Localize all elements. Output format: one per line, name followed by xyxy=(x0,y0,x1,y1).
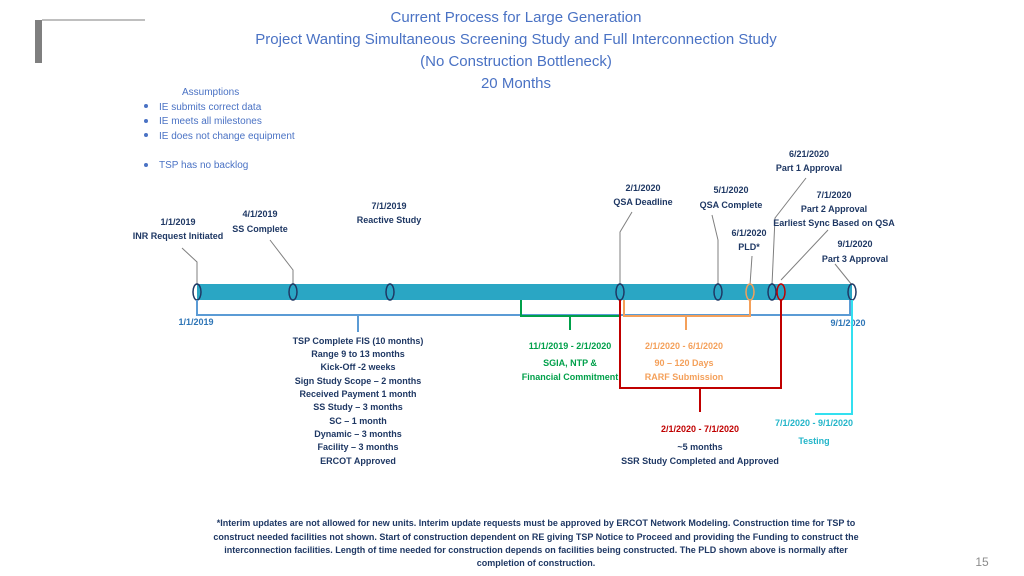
phase-range: 7/1/2020 - 9/1/2020 xyxy=(775,418,853,428)
footnote-line: completion of construction. xyxy=(477,558,596,568)
assumption: IE does not change equipment xyxy=(159,131,295,142)
timeline-pipe xyxy=(197,284,852,300)
milestone-label: PLD* xyxy=(738,242,760,252)
footnote-line: *Interim updates are not allowed for new… xyxy=(217,518,856,528)
footnote: *Interim updates are not allowed for new… xyxy=(213,518,858,568)
phase-line: Kick-Off -2 weeks xyxy=(320,362,395,372)
milestone-date: 6/21/2020 xyxy=(789,149,829,159)
milestone-label: QSA Complete xyxy=(700,200,763,210)
phase-line: Facility – 3 months xyxy=(317,442,398,452)
milestones: 1/1/2019 INR Request Initiated 4/1/2019 … xyxy=(133,149,896,264)
milestone-date: 2/1/2020 xyxy=(625,183,660,193)
footnote-line: interconnection facilities. Length of ti… xyxy=(224,545,848,555)
footnote-line: construct needed facilities not shown. S… xyxy=(213,532,858,542)
phase-line: Sign Study Scope – 2 months xyxy=(295,376,422,386)
phase-line: SC – 1 month xyxy=(329,416,387,426)
milestone-date: 7/1/2019 xyxy=(371,201,406,211)
timeline-markers xyxy=(192,283,857,301)
phase-line: Received Payment 1 month xyxy=(299,389,416,399)
milestone-date: 1/1/2019 xyxy=(160,217,195,227)
milestone-label: Part 1 Approval xyxy=(776,163,842,173)
phase-line: SS Study – 3 months xyxy=(313,402,403,412)
milestone-date: 7/1/2020 xyxy=(816,190,851,200)
phase-range: 11/1/2019 - 2/1/2020 xyxy=(529,341,612,351)
phase-line: SSR Study Completed and Approved xyxy=(621,456,779,466)
milestone-note: Earliest Sync Based on QSA xyxy=(773,218,895,228)
assumption: IE meets all milestones xyxy=(159,116,262,127)
title-line: (No Construction Bottleneck) xyxy=(420,53,612,70)
milestone-label: Part 2 Approval xyxy=(801,204,867,214)
timeline-start: 1/1/2019 xyxy=(178,317,213,327)
milestone-label: SS Complete xyxy=(232,224,288,234)
title-line: Current Process for Large Generation xyxy=(391,9,642,26)
deco-bar xyxy=(35,20,42,63)
phases: TSP Complete FIS (10 months) Range 9 to … xyxy=(293,336,853,466)
assumption: IE submits correct data xyxy=(159,102,262,113)
assumptions-heading: Assumptions xyxy=(182,87,239,98)
assumption: TSP has no backlog xyxy=(159,160,248,171)
milestone-date: 5/1/2020 xyxy=(713,185,748,195)
milestone-label: Part 3 Approval xyxy=(822,254,888,264)
milestone-date: 4/1/2019 xyxy=(242,209,277,219)
phase-line: Dynamic – 3 months xyxy=(314,429,402,439)
milestone-date: 6/1/2020 xyxy=(731,228,766,238)
phase-line: Testing xyxy=(798,436,829,446)
title: Current Process for Large Generation Pro… xyxy=(255,9,777,92)
timeline-end: 9/1/2020 xyxy=(830,318,865,328)
milestone-label: INR Request Initiated xyxy=(133,231,224,241)
phase-line: SGIA, NTP & xyxy=(543,358,597,368)
phase-line: TSP Complete FIS (10 months) xyxy=(293,336,424,346)
title-line: Project Wanting Simultaneous Screening S… xyxy=(255,31,777,48)
phase-line: RARF Submission xyxy=(645,372,724,382)
milestone-label: Reactive Study xyxy=(357,215,422,225)
phase-line: 90 – 120 Days xyxy=(654,358,713,368)
assumptions-list: IE submits correct data IE meets all mil… xyxy=(144,102,295,171)
phase-line: Range 9 to 13 months xyxy=(311,349,405,359)
page-number: 15 xyxy=(975,555,989,569)
phase-line: Financial Commitment xyxy=(522,372,619,382)
milestone-date: 9/1/2020 xyxy=(837,239,872,249)
phase-line: ERCOT Approved xyxy=(320,456,396,466)
phase-range: 2/1/2020 - 7/1/2020 xyxy=(661,424,739,434)
title-line: 20 Months xyxy=(481,75,551,92)
leaders xyxy=(181,177,853,286)
phase-range: 2/1/2020 - 6/1/2020 xyxy=(645,341,723,351)
brackets xyxy=(196,300,853,415)
phase-line: ~5 months xyxy=(677,442,722,452)
milestone-label: QSA Deadline xyxy=(613,197,672,207)
